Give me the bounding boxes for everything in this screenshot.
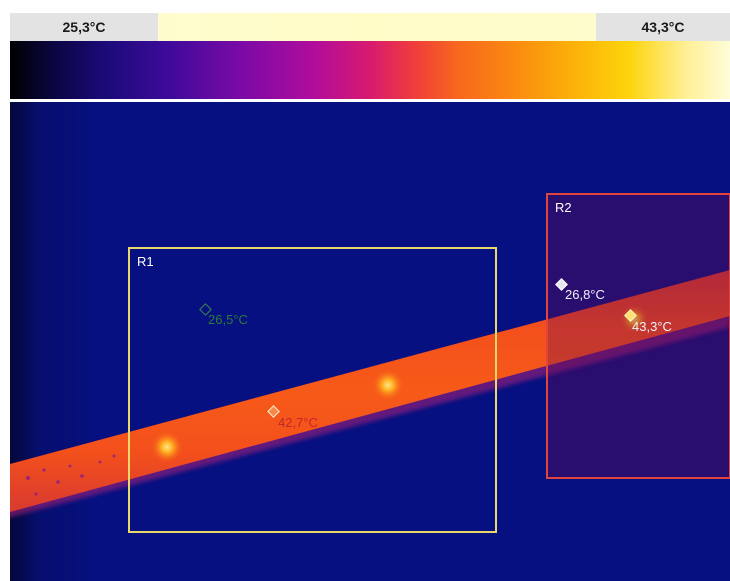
scale-min-label: 25,3°C: [10, 13, 158, 41]
divider: [10, 99, 730, 102]
region-r2-label: R2: [555, 200, 572, 215]
spot-r1-max-value: 42,7°C: [278, 415, 318, 430]
color-palette-bar: [10, 41, 730, 99]
temperature-scale-header: 25,3°C 43,3°C: [10, 13, 730, 41]
region-r2[interactable]: R2: [546, 193, 730, 479]
heat-strip: [10, 270, 730, 512]
hot-spot: [372, 369, 404, 401]
hot-spot: [151, 431, 183, 463]
thermal-image[interactable]: R1 R2 26,5°C 42,7°C 26,8°C 43,3°C: [10, 102, 730, 581]
spot-r1-min-value: 26,5°C: [208, 312, 248, 327]
thermal-scene: [10, 270, 730, 518]
region-r1[interactable]: R1: [128, 247, 497, 533]
scale-max-label: 43,3°C: [596, 13, 730, 41]
region-r1-label: R1: [137, 254, 154, 269]
strip-speckles: [26, 454, 116, 496]
spot-r2-min-value: 26,8°C: [565, 287, 605, 302]
spot-r2-max-value: 43,3°C: [632, 319, 672, 334]
